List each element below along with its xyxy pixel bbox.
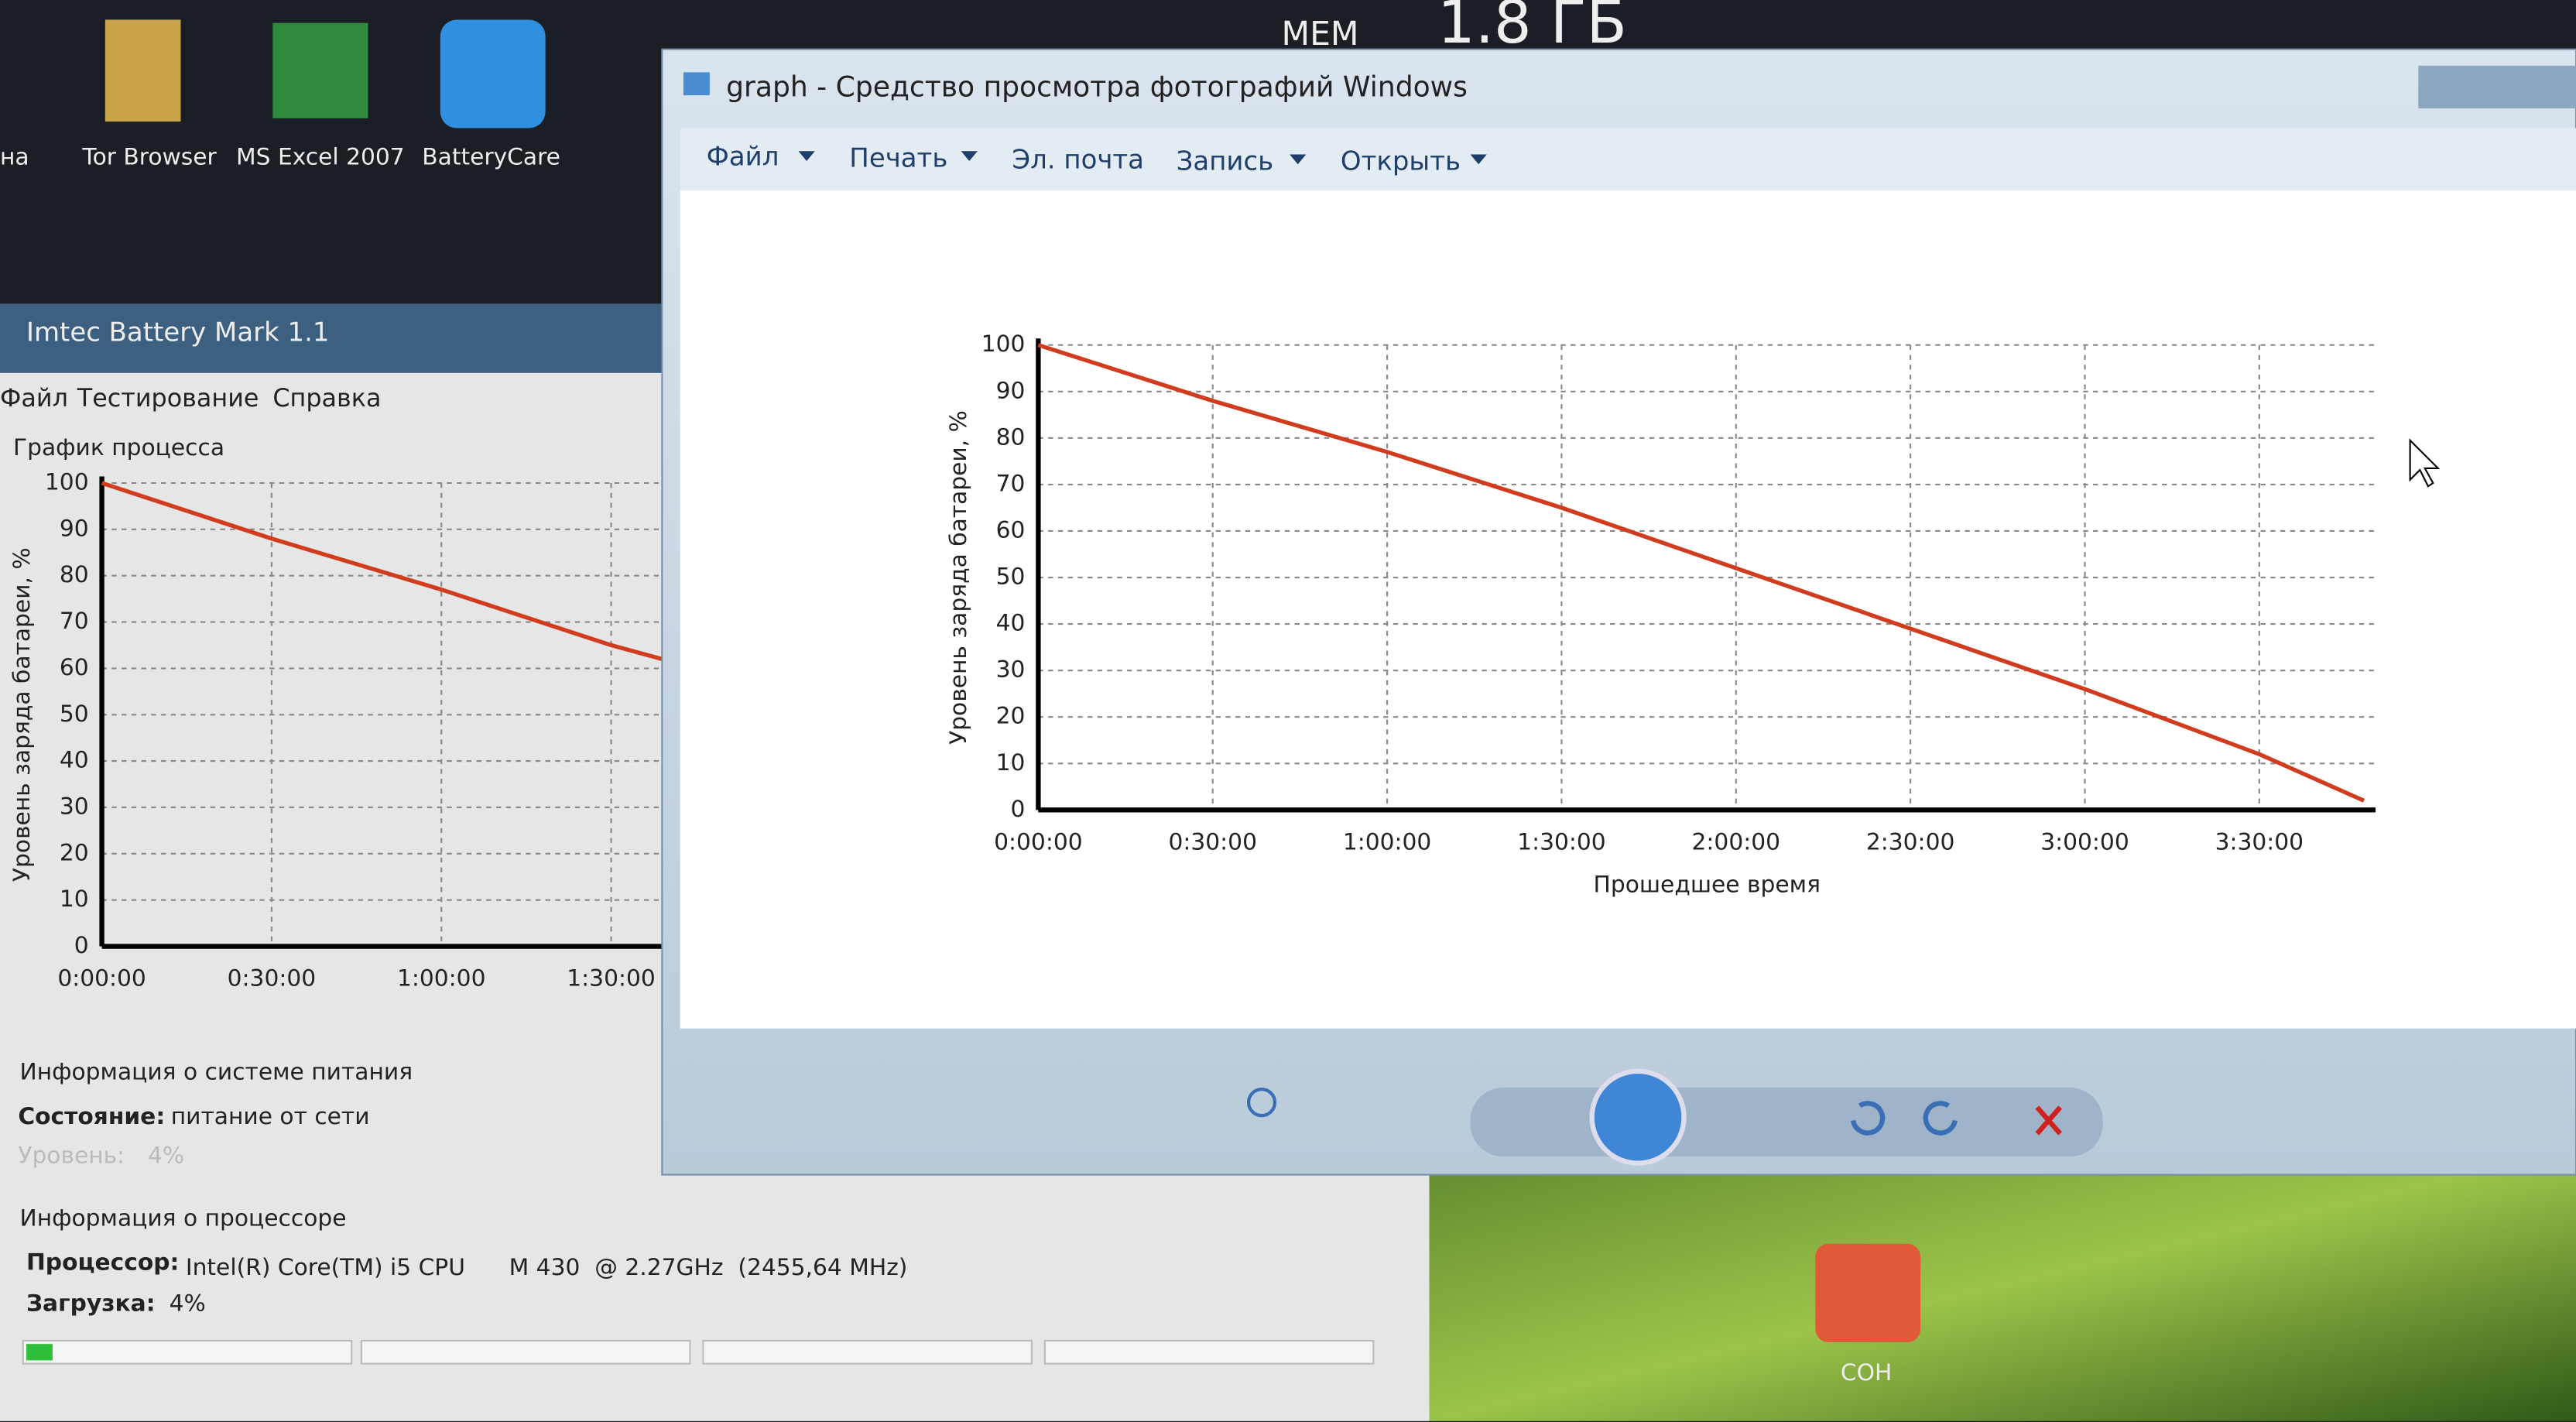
menu-item[interactable]: Файл xyxy=(0,383,68,413)
y-axis-label: Уровень заряда батареи, % xyxy=(9,547,36,882)
y-tick-label: 90 xyxy=(996,377,1026,404)
menu-item[interactable]: Запись xyxy=(1177,146,1273,177)
chart: 0 10 20 30 40 50 60 70 80 90 100 0:00:00 0:30:00 1:00… xyxy=(945,331,2376,899)
x-tick-label: 3:30:00 xyxy=(2215,828,2304,855)
chart: 0 10 20 30 40 50 60 70 80 90 100 0:00:00 0:30:00 1:00… xyxy=(9,469,663,992)
slideshow-button[interactable] xyxy=(1589,1068,1687,1166)
x-tick-label: 1:30:00 xyxy=(567,965,656,992)
y-tick-label: 100 xyxy=(981,331,1026,358)
gadget-label: MEM xyxy=(1282,15,1359,53)
field-value: 4% xyxy=(170,1290,206,1317)
y-tick-label: 30 xyxy=(60,793,89,820)
menu-item[interactable]: Эл. почта xyxy=(1012,145,1144,176)
y-tick-label: 70 xyxy=(60,608,89,635)
x-tick-label: 1:30:00 xyxy=(1517,828,1606,855)
title-bar xyxy=(0,303,663,373)
x-axis-label: Прошедшее время xyxy=(1594,872,1821,899)
x-tick-label: 2:30:00 xyxy=(1866,828,1955,855)
icon-label: СОН xyxy=(1841,1359,1892,1386)
x-tick-label: 1:00:00 xyxy=(1343,828,1432,855)
icon xyxy=(440,19,546,128)
progress-bar xyxy=(702,1339,1033,1365)
progress-bar xyxy=(22,1339,353,1365)
y-tick-label: 90 xyxy=(60,515,89,542)
y-tick-label: 0 xyxy=(1011,796,1026,823)
x-tick-label: 0:30:00 xyxy=(1168,828,1257,855)
y-tick-label: 80 xyxy=(60,561,89,588)
y-axis-label: Уровень заряда батареи, % xyxy=(945,410,972,745)
zoom-button[interactable] xyxy=(1246,1088,1277,1118)
y-tick-label: 0 xyxy=(74,932,89,959)
icon-label: на xyxy=(0,143,29,170)
x-tick-label: 0:00:00 xyxy=(994,828,1083,855)
y-tick-label: 100 xyxy=(45,469,89,496)
icon-label: BatteryCare xyxy=(422,143,560,170)
chart-caption: График процесса xyxy=(13,434,224,461)
y-tick-label: 60 xyxy=(60,654,89,681)
section-heading: Информация о системе питания xyxy=(19,1058,413,1085)
icon-label: Tor Browser xyxy=(81,143,217,170)
window-title: graph - Средство просмотра фотографий Wi… xyxy=(726,71,1468,104)
icon xyxy=(104,19,181,122)
y-tick-label: 60 xyxy=(996,516,1026,543)
y-tick-label: 20 xyxy=(996,703,1026,730)
icon-label: MS Excel 2007 xyxy=(236,143,405,170)
data-line xyxy=(101,481,663,662)
toolbar xyxy=(1470,1088,2103,1157)
data-line xyxy=(1037,343,2365,803)
y-tick-label: 80 xyxy=(996,423,1026,451)
y-tick-label: 10 xyxy=(60,886,89,913)
delete-button[interactable] xyxy=(2035,1105,2062,1136)
rotate-buttons[interactable] xyxy=(1850,1101,1958,1136)
field-label: Уровень: xyxy=(18,1143,125,1170)
progress-bar xyxy=(360,1339,691,1365)
field-value: 4% xyxy=(148,1143,184,1170)
menu-item[interactable]: Справка xyxy=(272,383,381,413)
cursor xyxy=(2409,438,2441,488)
y-tick-label: 30 xyxy=(996,656,1026,684)
field-value: питание от сети xyxy=(171,1103,370,1130)
x-tick-label: 1:00:00 xyxy=(397,965,486,992)
window-buttons[interactable] xyxy=(2418,65,2576,109)
app-icon xyxy=(683,72,710,96)
menu-bar xyxy=(680,128,2576,191)
menu-item[interactable]: Печать xyxy=(849,142,947,173)
field-label: Процессор: xyxy=(26,1249,179,1276)
progress-fill xyxy=(26,1344,53,1361)
menu-arrows xyxy=(798,151,1487,165)
image-area xyxy=(680,190,2576,1029)
y-tick-label: 20 xyxy=(60,839,89,866)
y-tick-label: 40 xyxy=(996,610,1026,637)
x-tick-label: 0:30:00 xyxy=(228,965,317,992)
icon xyxy=(1815,1243,1921,1343)
y-tick-label: 70 xyxy=(996,470,1026,497)
x-tick-label: 0:00:00 xyxy=(57,965,146,992)
field-label: Состояние: xyxy=(18,1103,165,1130)
field-label: Загрузка: xyxy=(26,1290,156,1317)
y-tick-label: 40 xyxy=(60,747,89,774)
wallpaper xyxy=(1429,1150,2576,1421)
x-tick-label: 3:00:00 xyxy=(2040,828,2129,855)
progress-bar xyxy=(1043,1339,1375,1365)
field-value: Intel(R) Core(TM) i5 CPU M 430 @ 2.27GHz… xyxy=(186,1254,908,1281)
menu-item[interactable]: Открыть xyxy=(1341,146,1461,177)
window-title: Imtec Battery Mark 1.1 xyxy=(26,317,330,348)
section-heading: Информация о процессоре xyxy=(19,1204,346,1232)
x-tick-label: 2:00:00 xyxy=(1692,828,1781,855)
y-tick-label: 50 xyxy=(996,564,1026,591)
menu-item[interactable]: Тестирование xyxy=(77,383,259,413)
gadget-value: 1.8 ГБ xyxy=(1437,0,1627,57)
y-tick-label: 50 xyxy=(60,701,89,728)
y-tick-label: 10 xyxy=(996,749,1026,776)
icon xyxy=(272,22,368,118)
menu-item[interactable]: Файл xyxy=(707,141,779,172)
